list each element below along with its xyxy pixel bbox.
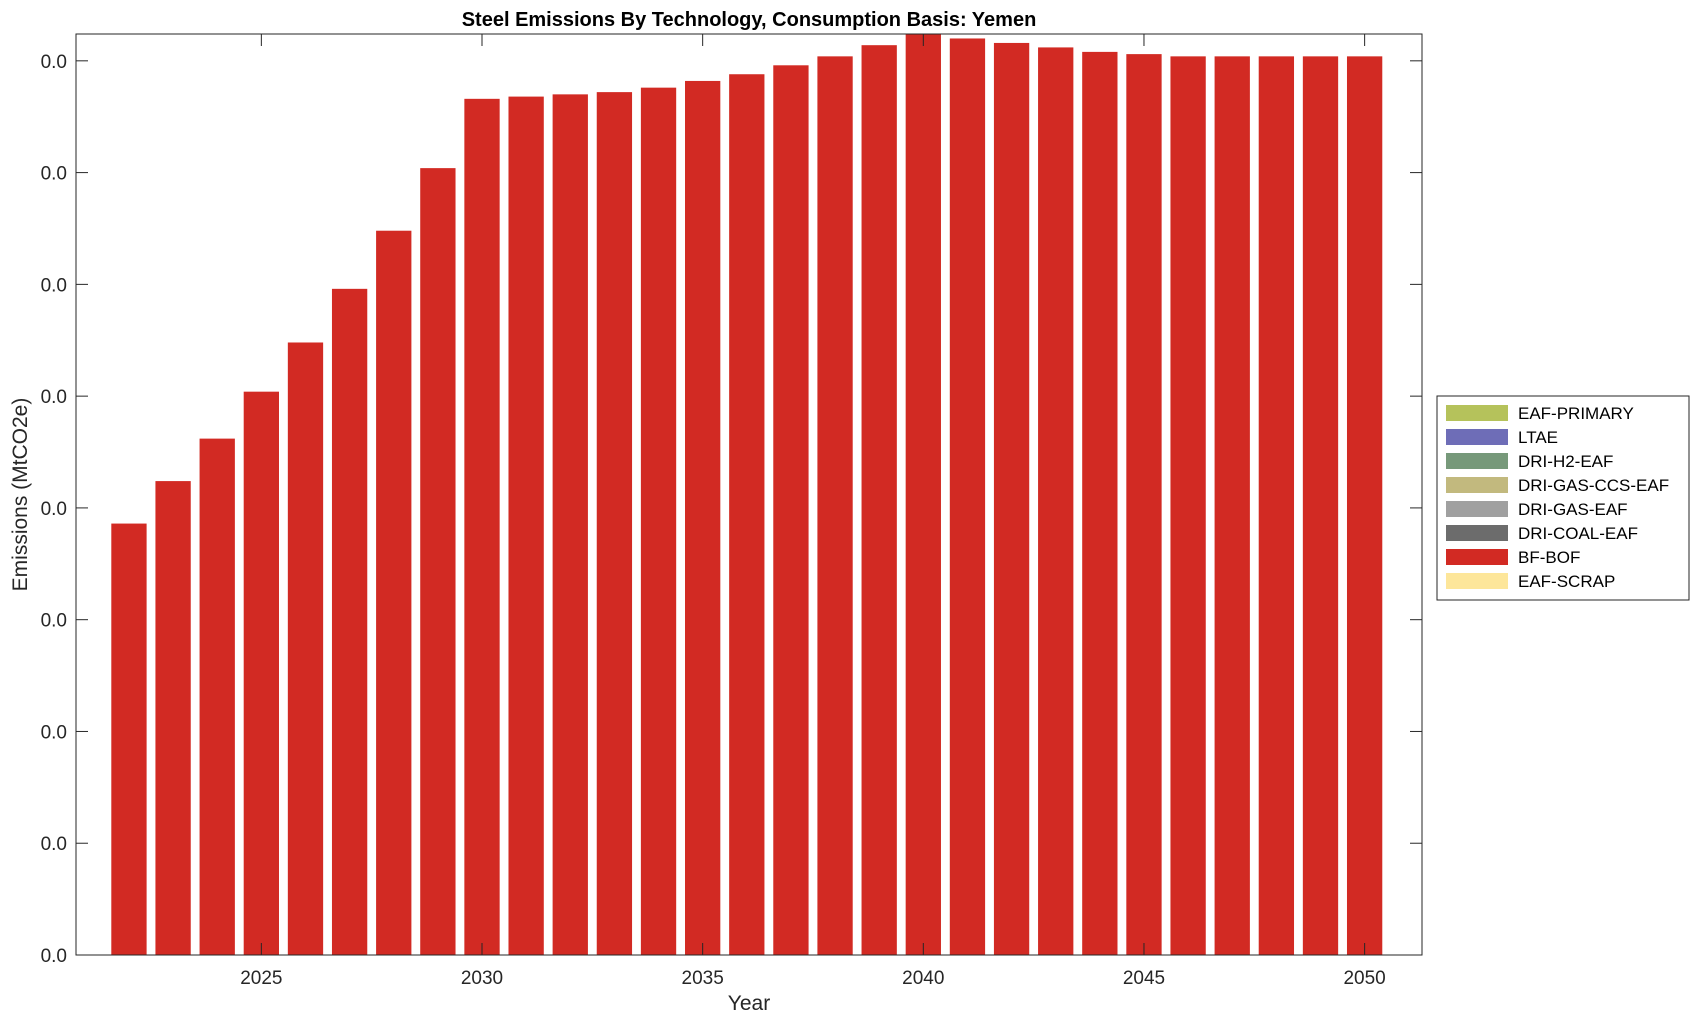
legend-label-dri-gas-eaf: DRI-GAS-EAF bbox=[1518, 500, 1628, 519]
legend-swatch-bf-bof bbox=[1446, 549, 1508, 565]
x-tick-label: 2035 bbox=[682, 968, 724, 989]
legend-swatch-eaf-primary bbox=[1446, 405, 1508, 421]
legend-label-dri-gas-ccs-eaf: DRI-GAS-CCS-EAF bbox=[1518, 476, 1669, 495]
y-tick-label: 0.0 bbox=[41, 946, 67, 967]
bar-bf-bof-2033 bbox=[596, 92, 633, 956]
legend-swatch-dri-gas-ccs-eaf bbox=[1446, 477, 1508, 493]
legend-label-bf-bof: BF-BOF bbox=[1518, 548, 1580, 567]
bar-bf-bof-2030 bbox=[464, 98, 500, 956]
legend-swatch-eaf-scrap bbox=[1446, 573, 1508, 589]
legend-swatch-dri-gas-eaf bbox=[1446, 501, 1508, 517]
bar-bf-bof-2043 bbox=[1038, 47, 1074, 956]
legend-label-dri-coal-eaf: DRI-COAL-EAF bbox=[1518, 524, 1638, 543]
bar-bf-bof-2022 bbox=[111, 523, 147, 955]
y-tick-label: 0.0 bbox=[41, 611, 67, 632]
y-tick-label: 0.0 bbox=[41, 834, 67, 855]
legend-swatch-dri-h2-eaf bbox=[1446, 453, 1508, 469]
bar-bf-bof-2044 bbox=[1082, 51, 1118, 956]
x-tick-label: 2050 bbox=[1343, 968, 1385, 989]
y-axis-label: Emissions (MtCO2e) bbox=[9, 398, 32, 592]
x-tick-label: 2025 bbox=[240, 968, 282, 989]
y-tick-label: 0.0 bbox=[41, 499, 67, 520]
x-tick-label: 2045 bbox=[1123, 968, 1165, 989]
ticks-layer: 2025 2030 2035 2040 2045 2050 0.0 0.0 0.0 0.0 0.0 0… bbox=[41, 34, 1422, 989]
legend-box bbox=[1436, 395, 1690, 601]
bar-bf-bof-2023 bbox=[155, 481, 191, 955]
bar-bf-bof-2035 bbox=[685, 80, 721, 956]
bar-bf-bof-2045 bbox=[1126, 54, 1162, 955]
bar-bf-bof-2047 bbox=[1214, 56, 1250, 955]
bar-bf-bof-2038 bbox=[817, 56, 853, 955]
bar-bf-bof-2028 bbox=[376, 230, 412, 955]
legend-label-dri-h2-eaf: DRI-H2-EAF bbox=[1518, 452, 1613, 471]
legend-label-eaf-primary: EAF-PRIMARY bbox=[1518, 404, 1634, 423]
y-tick-label: 0.0 bbox=[41, 387, 67, 408]
y-tick-label: 0.0 bbox=[41, 722, 67, 743]
bar-bf-bof-2040 bbox=[905, 34, 941, 955]
bar-bf-bof-2039 bbox=[861, 45, 897, 955]
bar-bf-bof-2025 bbox=[243, 391, 280, 955]
plot-frame bbox=[75, 33, 1423, 956]
bar-bf-bof-2031 bbox=[508, 96, 544, 956]
bar-bf-bof-2037 bbox=[773, 65, 809, 955]
bar-bf-bof-2027 bbox=[331, 288, 368, 955]
x-tick-label: 2040 bbox=[902, 968, 944, 989]
legend: EAF-PRIMARY LTAE DRI-H2-EAF DRI-GAS-CCS-EAF… bbox=[1436, 395, 1690, 601]
bars-layer bbox=[111, 34, 1383, 956]
bar-bf-bof-2024 bbox=[199, 438, 235, 955]
bar-bf-bof-2050 bbox=[1346, 56, 1383, 955]
x-tick-label: 2030 bbox=[461, 968, 503, 989]
bar-bf-bof-2026 bbox=[287, 342, 324, 955]
y-tick-label: 0.0 bbox=[41, 52, 67, 73]
legend-swatch-dri-coal-eaf bbox=[1446, 525, 1508, 541]
bar-bf-bof-2046 bbox=[1170, 56, 1206, 955]
y-tick-label: 0.0 bbox=[41, 164, 67, 185]
bar-bf-bof-2032 bbox=[552, 94, 588, 955]
bar-bf-bof-2049 bbox=[1302, 56, 1339, 955]
legend-swatch-ltae bbox=[1446, 429, 1508, 445]
x-axis-label: Year bbox=[728, 992, 770, 1015]
legend-label-eaf-scrap: EAF-SCRAP bbox=[1518, 572, 1615, 591]
bar-bf-bof-2034 bbox=[640, 87, 677, 955]
bar-bf-bof-2036 bbox=[729, 74, 765, 956]
legend-label-ltae: LTAE bbox=[1518, 428, 1558, 447]
bar-bf-bof-2048 bbox=[1258, 56, 1295, 955]
y-tick-label: 0.0 bbox=[41, 275, 67, 296]
chart-title: Steel Emissions By Technology, Consumpti… bbox=[462, 9, 1037, 31]
bar-bf-bof-2041 bbox=[949, 38, 986, 955]
bar-bf-bof-2042 bbox=[993, 42, 1030, 955]
bar-bf-bof-2029 bbox=[420, 168, 456, 955]
